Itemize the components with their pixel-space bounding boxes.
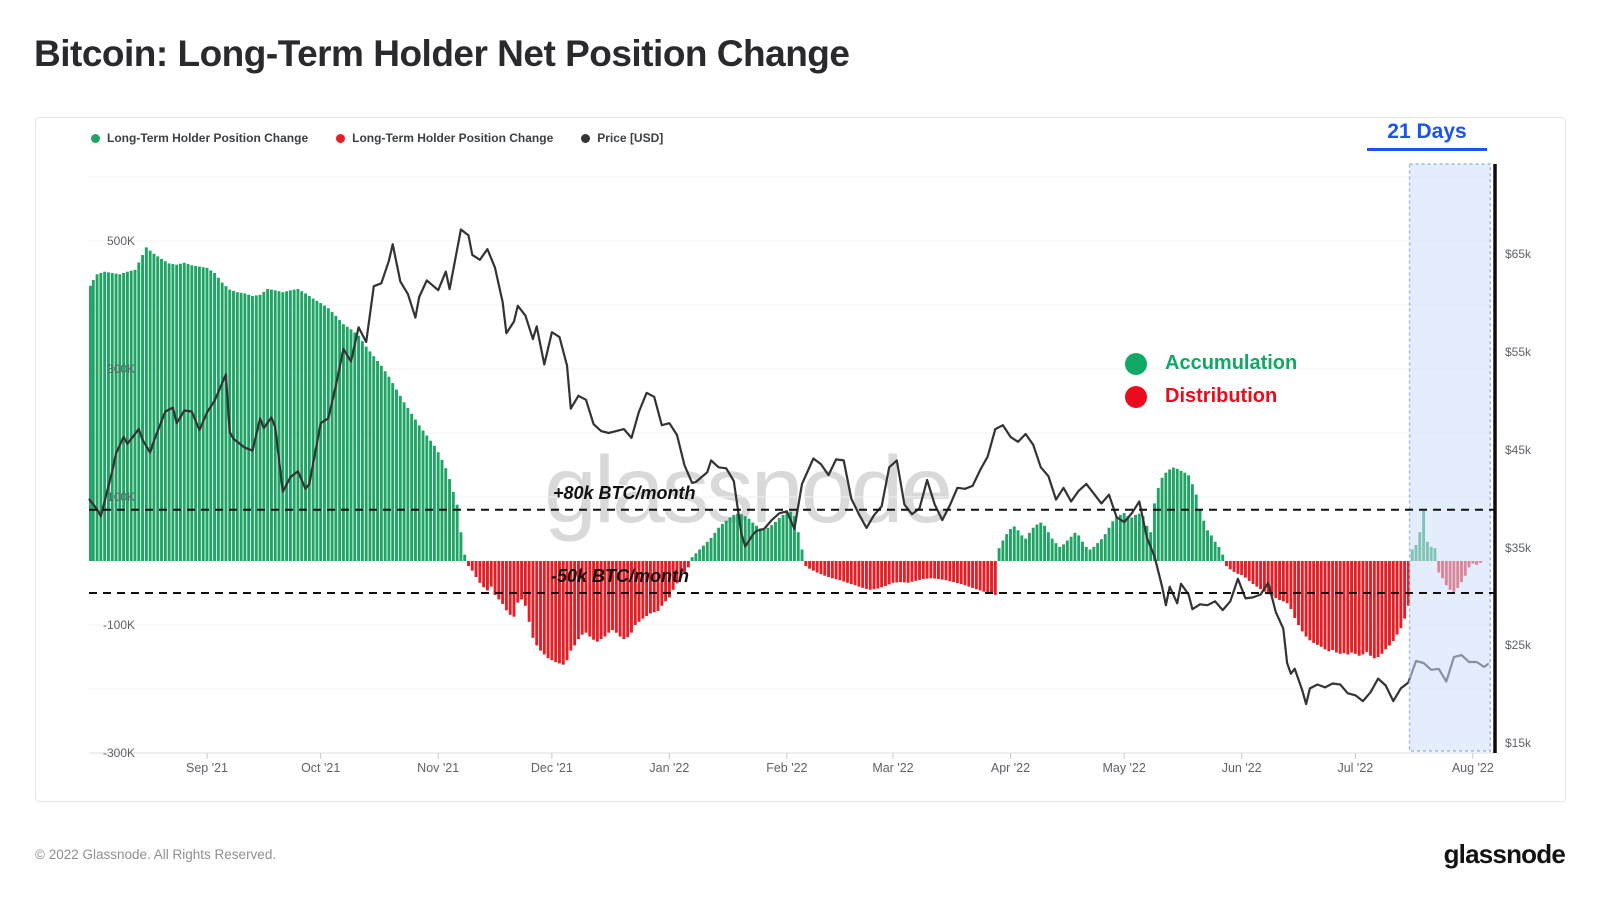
y-axis-tick-label: 500K xyxy=(106,234,135,248)
legend-label: Price [USD] xyxy=(597,131,664,145)
copyright-text: © 2022 Glassnode. All Rights Reserved. xyxy=(35,847,277,862)
price-axis-tick-label: $25k xyxy=(1505,638,1532,653)
red-dot-icon xyxy=(336,133,346,143)
flow-item-distribution: Distribution xyxy=(1125,385,1297,408)
distribution-label: Distribution xyxy=(1165,385,1278,407)
price-axis-tick-label: $45k xyxy=(1505,442,1532,457)
x-axis-tick-label: Mar '22 xyxy=(872,761,914,775)
x-axis-tick-label: Dec '21 xyxy=(530,761,573,775)
glassnode-logo: glassnode xyxy=(1443,839,1566,869)
black-dot-icon xyxy=(581,133,591,143)
price-axis-tick-label: $65k xyxy=(1505,246,1532,261)
legend-label: Long-Term Holder Position Change xyxy=(107,131,309,145)
ref-line-label-minus50k: -50k BTC/month xyxy=(551,566,690,586)
flow-legend: Accumulation Distribution xyxy=(1125,352,1297,408)
y-axis-tick-label: 100K xyxy=(106,490,135,504)
x-axis-tick-label: Nov '21 xyxy=(417,761,460,775)
x-axis-tick-label: Apr '22 xyxy=(990,761,1031,775)
x-axis-tick-label: Jun '22 xyxy=(1221,761,1262,775)
x-axis-tick-label: Jan '22 xyxy=(649,761,690,775)
y-axis-tick-label: -300K xyxy=(102,746,135,760)
legend-item-lth-positive[interactable]: Long-Term Holder Position Change xyxy=(91,131,308,145)
price-axis-tick-label: $35k xyxy=(1505,540,1532,555)
y-axis-tick-label: -100K xyxy=(102,618,135,632)
plot-area: glassnode 500K 300K 100K -100K -300K $65k $55k… xyxy=(88,161,1531,775)
chart-legend: Long-Term Holder Position Change Long-Te… xyxy=(91,131,663,145)
ref-line-label-plus80k: +80k BTC/month xyxy=(553,482,696,503)
legend-item-lth-negative[interactable]: Long-Term Holder Position Change xyxy=(336,131,553,145)
green-dot-icon xyxy=(91,133,100,143)
flow-item-accumulation: Accumulation xyxy=(1125,352,1297,375)
x-axis-tick-label: May '22 xyxy=(1102,761,1146,775)
accumulation-dot-icon xyxy=(1125,352,1147,375)
x-axis-tick-label: Aug '22 xyxy=(1451,761,1494,775)
highlight-window-badge: 21 Days xyxy=(1367,120,1487,151)
page-title: Bitcoin: Long-Term Holder Net Position C… xyxy=(34,33,850,74)
chart-canvas[interactable] xyxy=(88,161,1497,759)
x-axis-tick-label: Oct '21 xyxy=(301,761,341,775)
legend-label: Long-Term Holder Position Change xyxy=(352,131,554,145)
y-axis-tick-label: 300K xyxy=(106,362,135,376)
price-axis-tick-label: $15k xyxy=(1505,736,1532,751)
accumulation-label: Accumulation xyxy=(1165,352,1298,374)
chart-card: Long-Term Holder Position Change Long-Te… xyxy=(35,117,1566,802)
x-axis-tick-label: Jul '22 xyxy=(1337,761,1374,775)
x-axis-tick-label: Sep '21 xyxy=(185,761,228,775)
price-axis-tick-label: $55k xyxy=(1505,344,1532,359)
x-axis-tick-label: Feb '22 xyxy=(766,761,808,775)
distribution-dot-icon xyxy=(1125,385,1147,408)
legend-item-price[interactable]: Price [USD] xyxy=(581,131,663,145)
